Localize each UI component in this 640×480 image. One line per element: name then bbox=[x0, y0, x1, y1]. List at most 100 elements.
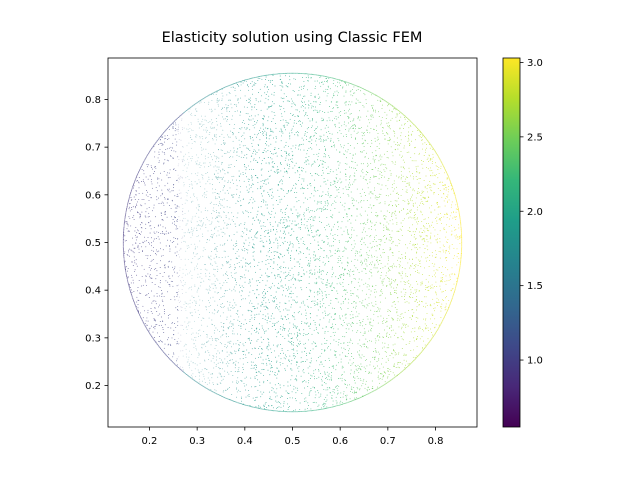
scatter-point bbox=[310, 324, 312, 326]
scatter-point bbox=[261, 228, 262, 230]
scatter-point bbox=[257, 210, 259, 212]
scatter-point bbox=[353, 301, 355, 302]
scatter-point bbox=[266, 132, 268, 134]
scatter-point bbox=[147, 195, 149, 197]
scatter-point bbox=[255, 385, 257, 387]
scatter-point bbox=[248, 191, 250, 193]
scatter-point bbox=[191, 302, 193, 304]
scatter-point bbox=[139, 243, 141, 244]
scatter-point bbox=[352, 292, 354, 294]
scatter-point bbox=[328, 373, 330, 375]
scatter-point bbox=[246, 157, 248, 159]
scatter-point bbox=[235, 137, 237, 139]
scatter-point bbox=[187, 361, 189, 363]
scatter-point bbox=[420, 195, 422, 196]
scatter-point bbox=[169, 169, 171, 171]
scatter-point bbox=[301, 393, 303, 395]
scatter-point bbox=[164, 266, 166, 268]
scatter-point bbox=[214, 269, 216, 270]
scatter-point bbox=[430, 328, 432, 330]
scatter-point bbox=[271, 194, 273, 196]
scatter-point bbox=[320, 278, 322, 280]
scatter-point bbox=[135, 236, 137, 238]
scatter-point bbox=[172, 219, 174, 220]
scatter-point bbox=[340, 260, 341, 262]
scatter-point bbox=[414, 238, 416, 240]
scatter-point bbox=[254, 378, 256, 379]
scatter-point bbox=[292, 145, 294, 147]
scatter-point bbox=[414, 327, 416, 329]
scatter-point bbox=[287, 403, 289, 405]
scatter-point bbox=[191, 129, 193, 131]
scatter-point bbox=[322, 172, 324, 174]
scatter-point bbox=[180, 132, 182, 134]
scatter-point bbox=[236, 245, 238, 247]
scatter-point bbox=[346, 291, 348, 293]
scatter-point bbox=[296, 261, 298, 263]
scatter-point bbox=[419, 260, 420, 262]
scatter-point bbox=[224, 370, 226, 372]
scatter-point bbox=[247, 390, 249, 392]
scatter-point bbox=[434, 291, 436, 293]
scatter-point bbox=[423, 218, 425, 220]
scatter-point bbox=[195, 339, 197, 341]
scatter-point bbox=[180, 192, 182, 194]
scatter-point bbox=[369, 178, 371, 180]
scatter-point bbox=[279, 108, 281, 110]
scatter-point bbox=[178, 284, 179, 286]
scatter-point bbox=[314, 272, 316, 274]
scatter-point bbox=[240, 205, 242, 206]
scatter-point bbox=[311, 105, 313, 107]
scatter-point bbox=[401, 257, 403, 259]
scatter-point bbox=[453, 216, 455, 218]
scatter-point bbox=[333, 367, 335, 369]
scatter-point bbox=[169, 314, 171, 316]
scatter-point bbox=[221, 350, 223, 352]
scatter-point bbox=[360, 175, 362, 177]
scatter-point bbox=[198, 354, 200, 356]
scatter-point bbox=[275, 374, 277, 376]
scatter-point bbox=[195, 108, 197, 110]
scatter-point bbox=[382, 267, 384, 269]
scatter-point bbox=[308, 405, 310, 406]
scatter-point bbox=[240, 200, 242, 202]
scatter-point bbox=[265, 330, 267, 332]
scatter-point bbox=[257, 379, 259, 381]
scatter-point bbox=[212, 139, 214, 141]
scatter-point bbox=[183, 165, 185, 167]
scatter-point bbox=[374, 137, 376, 139]
scatter-point bbox=[302, 335, 304, 337]
scatter-point bbox=[288, 248, 289, 250]
scatter-point bbox=[281, 285, 283, 287]
scatter-point bbox=[191, 228, 193, 230]
scatter-point bbox=[342, 282, 344, 284]
scatter-point bbox=[143, 268, 145, 270]
scatter-point bbox=[438, 219, 440, 221]
scatter-point bbox=[133, 215, 135, 217]
scatter-point bbox=[268, 357, 270, 359]
scatter-point bbox=[150, 245, 152, 247]
scatter-point bbox=[347, 104, 349, 106]
scatter-point bbox=[337, 222, 339, 223]
scatter-point bbox=[138, 292, 140, 294]
scatter-point bbox=[322, 160, 324, 162]
scatter-point bbox=[234, 363, 236, 365]
scatter-point bbox=[156, 231, 158, 233]
scatter-point bbox=[267, 150, 269, 152]
scatter-point bbox=[376, 199, 378, 201]
scatter-point bbox=[165, 138, 167, 140]
scatter-point bbox=[219, 341, 221, 343]
scatter-point bbox=[272, 388, 274, 390]
scatter-point bbox=[442, 266, 444, 268]
scatter-point bbox=[290, 243, 292, 245]
scatter-point bbox=[141, 205, 143, 207]
scatter-point bbox=[252, 247, 254, 249]
scatter-point bbox=[128, 208, 130, 210]
scatter-point bbox=[329, 285, 331, 287]
scatter-point bbox=[150, 311, 152, 313]
scatter-point bbox=[175, 170, 177, 171]
scatter-point bbox=[270, 224, 271, 226]
scatter-point bbox=[298, 280, 300, 282]
scatter-point bbox=[191, 139, 193, 141]
scatter-point bbox=[363, 93, 365, 95]
